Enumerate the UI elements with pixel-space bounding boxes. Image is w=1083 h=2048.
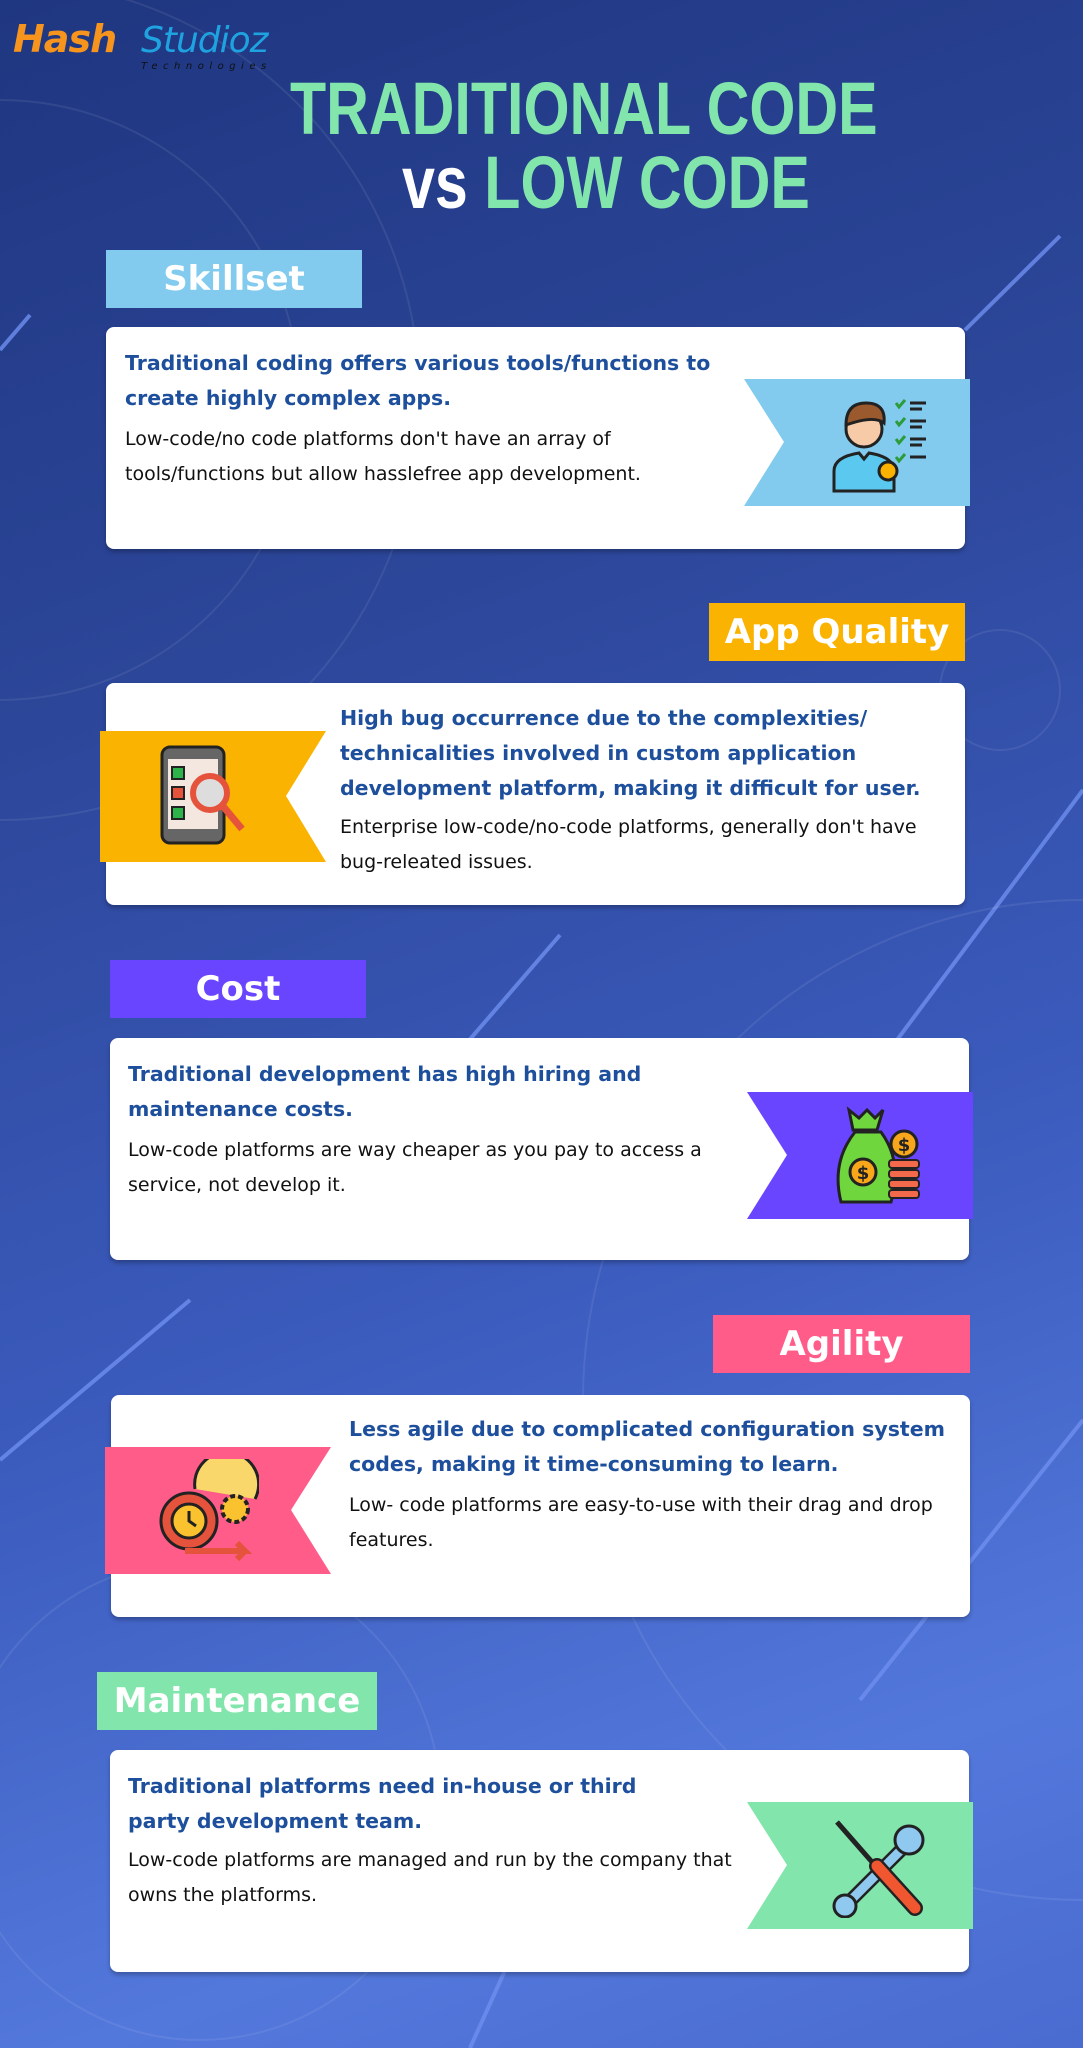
- ribbon-maintenance: [747, 1802, 973, 1929]
- title-line-2: vs LOW CODE: [402, 146, 810, 220]
- wrench-screwdriver-icon: [827, 1814, 931, 1918]
- svg-text:$: $: [898, 1135, 911, 1156]
- svg-text:Technologies: Technologies: [141, 61, 272, 72]
- svg-text:$: $: [857, 1163, 870, 1184]
- tag-app-quality: App Quality: [709, 603, 965, 661]
- ribbon-agility: [105, 1447, 331, 1574]
- card-heading: Traditional development has high hiring …: [128, 1062, 642, 1121]
- skilled-person-checklist-icon: [824, 391, 928, 495]
- card-agility: Less agile due to complicated configurat…: [105, 1395, 970, 1617]
- card-maintenance: Traditional platforms need in-house or t…: [110, 1750, 973, 1972]
- card-heading: Traditional coding offers various tools/…: [125, 351, 711, 410]
- card-app-quality: High bug occurrence due to the complexit…: [100, 683, 965, 905]
- card-body: Low- code platforms are easy-to-use with…: [349, 1494, 933, 1551]
- ribbon-skillset: [744, 379, 970, 506]
- ribbon-cost: $ $: [747, 1092, 973, 1219]
- tag-maintenance: Maintenance: [97, 1672, 377, 1730]
- card-body: Low-code/no code platforms don't have an…: [125, 428, 641, 485]
- card-body: Low-code platforms are managed and run b…: [128, 1849, 732, 1906]
- phone-bug-search-icon: [148, 743, 252, 847]
- card-heading: Traditional platforms need in-house or t…: [128, 1774, 637, 1833]
- title-low-code: LOW CODE: [484, 141, 810, 224]
- tag-skillset: Skillset: [106, 250, 362, 308]
- card-cost: Traditional development has high hiring …: [110, 1038, 973, 1260]
- card-body: Low-code platforms are way cheaper as yo…: [128, 1139, 702, 1196]
- svg-text:Hash: Hash: [13, 17, 116, 61]
- svg-text:Studioz: Studioz: [141, 20, 270, 61]
- title-line-1: TRADITIONAL CODE: [290, 67, 878, 150]
- time-gear-cycle-icon: [155, 1459, 259, 1563]
- ribbon-app-quality: [100, 731, 326, 862]
- card-heading: Less agile due to complicated configurat…: [349, 1417, 945, 1476]
- tag-cost: Cost: [110, 960, 366, 1018]
- hashstudioz-logo: Hash Studioz Technologies: [13, 8, 283, 72]
- tag-agility: Agility: [713, 1315, 970, 1373]
- money-bag-coins-icon: $ $: [827, 1104, 931, 1208]
- card-body: Enterprise low-code/no-code platforms, g…: [340, 816, 917, 873]
- card-heading: High bug occurrence due to the complexit…: [340, 706, 921, 800]
- card-skillset: Traditional coding offers various tools/…: [106, 327, 970, 549]
- title-vs: vs: [402, 141, 468, 224]
